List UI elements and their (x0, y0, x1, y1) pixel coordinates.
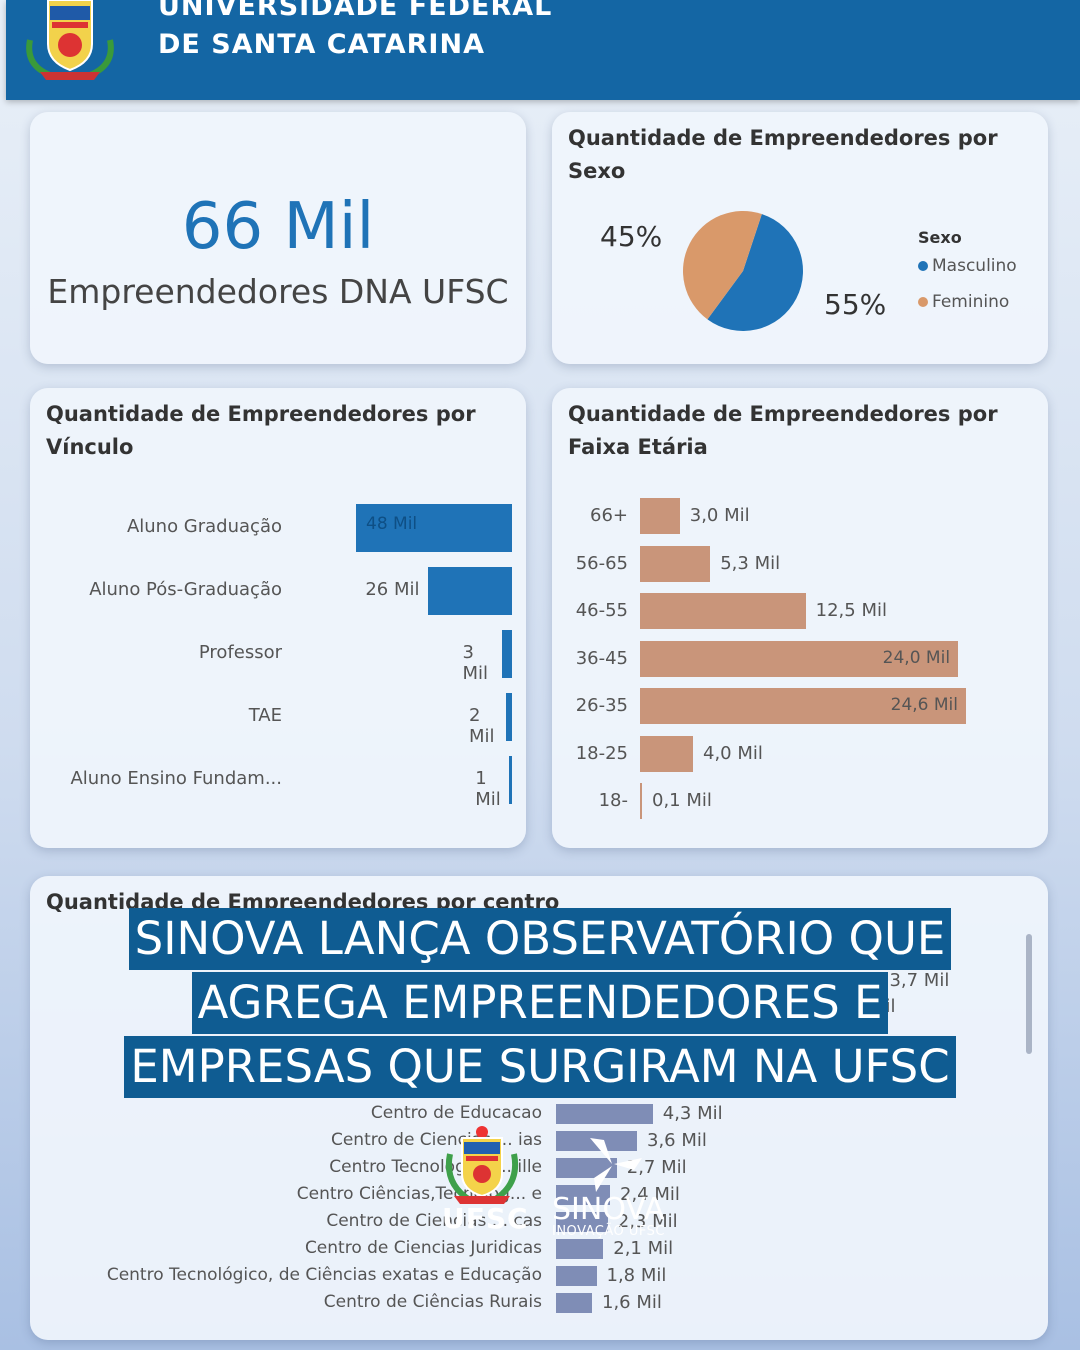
sinova-logo-text: SINOVA (552, 1192, 665, 1227)
vinculo-bar-value: 3 Mil (462, 642, 489, 684)
centro-row-label: Centro de Ciencias Juridicas (304, 1238, 542, 1258)
legend-item-feminino: Feminino (918, 292, 1009, 312)
vinculo-row-label: Aluno Graduação (126, 516, 282, 537)
vinculo-bar (505, 693, 512, 741)
ufsc-seal-icon (26, 0, 114, 80)
faixa-bar-value: 0,1 Mil (652, 790, 712, 811)
faixa-row-label: 18- (598, 790, 628, 811)
headline-line3: EMPRESAS QUE SURGIRAM NA UFSC (124, 1036, 956, 1098)
faixa-bar-value: 24,0 Mil (882, 647, 951, 668)
centro-partial-value-1: 13,7 Mil (878, 970, 950, 991)
centro-bar (556, 1293, 592, 1313)
centro-row-label: Centro de Ciencias ... cas (326, 1211, 542, 1231)
legend-item-masculino: Masculino (918, 256, 1017, 276)
sexo-pie-chart (683, 210, 803, 331)
faixa-row-label: 56-65 (575, 552, 628, 574)
centro-bar (556, 1212, 608, 1232)
centro-bar-value: 4,3 Mil (662, 1103, 723, 1124)
sexo-title: Quantidade de Empreendedores por Sexo (568, 126, 998, 183)
vinculo-bar (356, 504, 512, 552)
vinculo-row-label: TAE (248, 705, 282, 726)
faixa-bar-value: 12,5 Mil (815, 600, 887, 621)
vinculo-bar (427, 567, 512, 615)
centro-bar-value: 3,6 Mil (647, 1130, 707, 1151)
header-title: UNIVERSIDADE FEDERAL DE SANTA CATARINA (158, 0, 552, 64)
faixa-bar (640, 545, 711, 582)
faixa-row-label: 66+ (590, 505, 628, 526)
pie-slice-feminino (683, 210, 762, 320)
header-bar: UNIVERSIDADE FEDERAL DE SANTA CATARINA (6, 0, 1080, 100)
sinova-logo-icon (590, 1138, 642, 1192)
headline-line1: SINOVA LANÇA OBSERVATÓRIO QUE (128, 908, 952, 970)
faixa-bar (640, 735, 693, 772)
faixa-bar-chart: 66+ 3,0 Mil 56-65 5,3 Mil 46-55 12,5 Mil 36-45… (552, 388, 1048, 848)
legend-label-masculino: Masculino (932, 256, 1017, 276)
vinculo-row-label: Professor (198, 642, 282, 663)
legend-dot-masculino (918, 261, 928, 271)
faixa-bar-value: 3,0 Mil (689, 505, 750, 526)
ufsc-logo-icon (446, 1126, 518, 1204)
vinculo-bar-value: 48 Mil (366, 514, 418, 534)
centro-bar-value: 2,4 Mil (620, 1184, 680, 1205)
centro-bar-value: 2,3 Mil (617, 1211, 678, 1232)
pct-feminino: 45% (600, 220, 663, 253)
legend-dot-feminino (918, 297, 928, 307)
faixa-bar-value: 4,0 Mil (703, 742, 763, 764)
faixa-bar-value: 5,3 Mil (720, 552, 781, 574)
faixa-bar (640, 640, 959, 677)
sexo-card: Quantidade de Empreendedores por Sexo 45… (552, 112, 1048, 364)
faixa-title: Quantidade de Empreendedores por Faixa E… (568, 402, 998, 459)
vinculo-bar-value: 2 Mil (469, 705, 495, 747)
vinculo-bar-chart: Aluno Graduação 48 Mil Aluno Pós-Graduação… (30, 388, 526, 848)
sinova-logo-subtext: INOVAÇÃO UFSC (552, 1224, 665, 1239)
kpi-card: 66 Mil Empreendedores DNA UFSC (30, 112, 526, 364)
centro-bar-value: 1,6 Mil (602, 1292, 662, 1313)
centro-bar-value: 1,8 Mil (606, 1265, 667, 1286)
headline-line2: AGREGA EMPREENDEDORES E (191, 972, 889, 1034)
centro-bar (556, 1104, 653, 1124)
vinculo-bar (502, 630, 512, 678)
faixa-bar-value: 24,6 Mil (890, 695, 958, 715)
centro-bar (556, 1266, 597, 1286)
centro-bar-value: 2,1 Mil (613, 1238, 674, 1259)
headline: SINOVA LANÇA OBSERVATÓRIO QUE AGREGA EMP… (0, 908, 1080, 1100)
faixa-row-label: 46-55 (575, 600, 628, 621)
centro-row-label: Centro de Educacao (370, 1103, 542, 1123)
ufsc-logo-text: UFSC (442, 1202, 529, 1235)
vinculo-row-label: Aluno Ensino Fundam... (70, 768, 282, 789)
pct-masculino: 55% (824, 288, 887, 321)
header-title-line1: UNIVERSIDADE FEDERAL (158, 0, 553, 22)
vinculo-bar-value: 1 Mil (475, 768, 501, 810)
kpi-label: Empreendedores DNA UFSC (47, 272, 509, 311)
centro-row-label: Centro de Ciências Rurais (323, 1292, 542, 1312)
vinculo-bar (508, 756, 512, 804)
faixa-row-label: 18-25 (575, 742, 628, 764)
faixa-bar (640, 688, 966, 724)
pie-slice-masculino (707, 214, 803, 331)
vinculo-card: Quantidade de Empreendedores por Vínculo… (30, 388, 526, 848)
faixa-card: Quantidade de Empreendedores por Faixa E… (552, 388, 1048, 848)
centro-row-label: Centro Tecnológico, de Ciências exatas e… (106, 1265, 542, 1285)
faixa-bar (640, 783, 642, 819)
sexo-legend-title: Sexo (918, 228, 962, 247)
faixa-row-label: 26-35 (575, 695, 628, 716)
centro-scrollbar[interactable] (1026, 934, 1032, 1054)
vinculo-bar-value: 26 Mil (365, 579, 420, 600)
kpi-value: 66 Mil (181, 190, 375, 264)
faixa-bar (640, 593, 806, 629)
faixa-row-label: 36-45 (575, 647, 628, 669)
centro-bar-value: 2,7 Mil (626, 1157, 687, 1178)
legend-label-feminino: Feminino (932, 292, 1010, 312)
header-title-line2: DE SANTA CATARINA (158, 29, 485, 60)
centro-bar (556, 1239, 604, 1259)
faixa-bar (640, 498, 680, 534)
vinculo-row-label: Aluno Pós-Graduação (89, 579, 282, 600)
vinculo-title: Quantidade de Empreendedores por Vínculo (46, 402, 476, 459)
